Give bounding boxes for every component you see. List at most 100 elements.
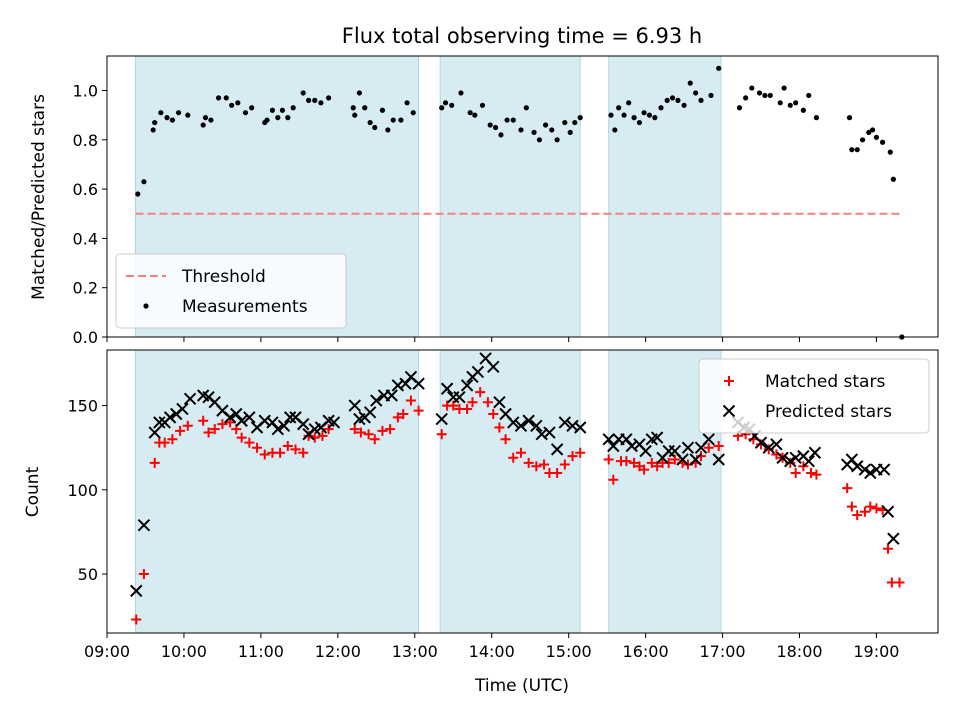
data-point <box>806 92 812 99</box>
data-point <box>379 107 386 113</box>
data-point <box>385 127 391 133</box>
data-point <box>575 447 586 458</box>
data-point <box>787 102 793 108</box>
data-point <box>362 105 368 111</box>
data-point <box>385 389 398 402</box>
data-point <box>675 97 681 103</box>
bottom-y-ticks: 50 100 150 <box>67 397 107 584</box>
x-tick-label: 13:00 <box>392 642 438 661</box>
data-point <box>567 129 573 136</box>
data-point <box>460 379 474 392</box>
data-point <box>471 365 485 379</box>
data-point <box>458 90 464 96</box>
data-point <box>467 110 473 116</box>
data-point <box>363 429 374 440</box>
x-tick-label: 16:00 <box>623 642 669 661</box>
data-point <box>130 584 143 598</box>
data-point <box>880 139 886 145</box>
data-point <box>277 419 291 433</box>
data-point <box>405 395 416 406</box>
data-point <box>487 360 500 374</box>
data-point <box>881 505 895 518</box>
bottom-plot-area <box>130 352 905 625</box>
data-point <box>531 461 542 472</box>
data-point <box>349 424 360 435</box>
legend-marker <box>722 404 736 418</box>
data-point <box>887 532 900 545</box>
data-point <box>811 469 822 480</box>
data-point <box>487 122 493 128</box>
legend-label: Predicted stars <box>765 402 892 422</box>
legend-label: Measurements <box>182 297 308 317</box>
data-point <box>493 396 506 409</box>
data-point <box>475 387 486 398</box>
data-point <box>312 97 318 103</box>
data-point <box>887 149 893 155</box>
data-point <box>631 115 637 121</box>
series-predicted-stars <box>130 352 900 598</box>
data-point <box>536 137 543 143</box>
data-point <box>137 518 151 532</box>
data-point <box>150 127 156 133</box>
data-point <box>367 119 373 126</box>
data-point <box>808 446 822 459</box>
data-point <box>681 441 695 454</box>
data-point <box>488 409 499 420</box>
data-point <box>762 92 768 99</box>
data-point <box>392 412 403 423</box>
data-point <box>873 134 880 140</box>
data-point <box>303 430 314 441</box>
data-point <box>183 392 197 406</box>
data-point <box>235 414 248 427</box>
data-point <box>859 506 870 517</box>
data-point <box>846 501 857 512</box>
data-point <box>549 127 555 133</box>
data-point <box>413 405 424 416</box>
data-point <box>621 456 632 467</box>
data-point <box>449 102 455 108</box>
data-point <box>650 431 664 444</box>
data-point <box>552 467 563 478</box>
series-measurements <box>135 65 905 340</box>
data-point <box>646 112 653 118</box>
data-point <box>176 402 189 416</box>
y-tick-label: 50 <box>78 565 98 584</box>
legend-label: Threshold <box>181 267 266 287</box>
bottom-x-ticks: 09:00 10:00 11:00 12:00 13:00 14:00 15:00 16:00… <box>84 633 899 661</box>
data-point <box>539 459 550 470</box>
data-point <box>369 434 380 445</box>
data-point <box>442 100 449 106</box>
x-tick-label: 12:00 <box>315 642 361 661</box>
data-point <box>510 117 516 123</box>
data-point <box>789 451 802 465</box>
data-point <box>626 100 632 106</box>
top-legend: Threshold Measurements <box>115 253 347 329</box>
data-point <box>223 411 237 424</box>
bottom-panel: 09:00 10:00 11:00 12:00 13:00 14:00 15:00 16:00… <box>67 349 939 661</box>
data-point <box>543 426 556 439</box>
bottom-axes-frame <box>106 349 939 634</box>
data-point <box>629 457 640 468</box>
data-point <box>756 90 763 96</box>
data-point <box>203 427 214 438</box>
data-point <box>482 397 493 408</box>
y-tick-label: 1.0 <box>73 82 98 101</box>
data-point <box>182 420 193 431</box>
data-point <box>646 457 657 468</box>
data-point <box>323 424 334 435</box>
data-point <box>676 453 689 466</box>
data-point <box>669 454 680 465</box>
data-point <box>175 110 182 116</box>
data-point <box>290 105 296 111</box>
data-point <box>467 397 478 408</box>
data-point <box>859 137 866 143</box>
data-point <box>693 90 699 96</box>
top-axes-frame <box>106 55 939 338</box>
data-point <box>462 403 473 414</box>
data-point <box>523 457 534 468</box>
data-point <box>894 577 905 588</box>
data-point <box>522 414 535 427</box>
data-point <box>806 467 817 478</box>
data-point <box>148 426 161 439</box>
